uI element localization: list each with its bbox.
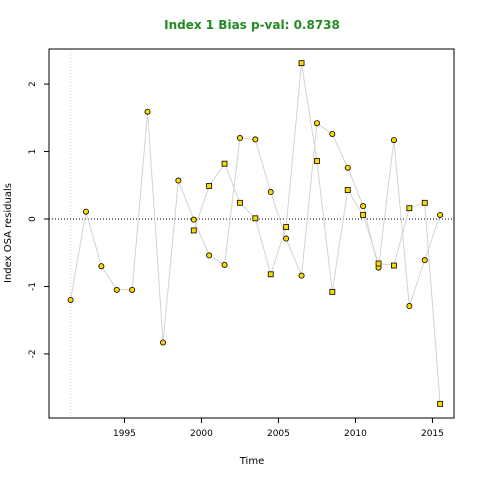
- x-tick-label: 2015: [421, 429, 444, 439]
- data-point-circle: [437, 211, 444, 218]
- data-point-square: [329, 288, 336, 295]
- data-point-square: [344, 187, 351, 193]
- data-point-square: [360, 212, 367, 218]
- x-tick-label: 2010: [344, 429, 367, 439]
- data-point-circle: [67, 296, 74, 303]
- data-point-circle: [159, 339, 166, 346]
- plot-area: [49, 49, 454, 418]
- series-line-2: [193, 63, 441, 404]
- data-point-circle: [329, 130, 336, 137]
- plot-frame: [48, 48, 455, 419]
- data-point-circle: [221, 261, 228, 268]
- x-tick-label: 2005: [267, 429, 290, 439]
- y-tick-label: 1: [28, 149, 38, 155]
- data-point-square: [206, 183, 213, 189]
- data-point-circle: [206, 252, 213, 259]
- x-axis-label: Time: [239, 456, 264, 467]
- data-point-circle: [406, 303, 413, 310]
- data-point-circle: [129, 286, 136, 293]
- data-point-square: [298, 60, 305, 67]
- data-point-circle: [175, 177, 182, 184]
- data-point-circle: [283, 235, 290, 242]
- y-tick-label: 2: [28, 81, 38, 87]
- y-axis-label: Index OSA residuals: [3, 183, 14, 283]
- x-axis: 1995 2000 2005 2010 2015: [113, 418, 444, 439]
- data-point-circle: [390, 137, 397, 144]
- data-point-circle: [344, 164, 351, 171]
- data-point-circle: [298, 272, 305, 279]
- series-line-1: [70, 111, 441, 343]
- data-point-circle: [144, 108, 151, 115]
- data-point-circle: [421, 257, 428, 264]
- data-point-square: [421, 199, 428, 206]
- data-point-circle: [82, 208, 89, 215]
- data-point-circle: [267, 189, 274, 196]
- x-tick-label: 1995: [113, 429, 136, 439]
- data-point-circle: [190, 216, 197, 223]
- data-point-circle: [313, 120, 320, 127]
- data-point-square: [267, 271, 274, 278]
- data-point-circle: [252, 136, 259, 143]
- y-axis: -2 -1 0 1 2: [28, 81, 49, 358]
- data-point-square: [252, 215, 259, 222]
- data-point-circle: [113, 286, 120, 293]
- data-point-square: [237, 199, 243, 206]
- y-tick-label: -2: [28, 349, 38, 358]
- data-point-square: [406, 205, 413, 212]
- y-tick-label: 0: [28, 216, 38, 222]
- data-point-square: [375, 260, 382, 267]
- data-point-square: [391, 262, 397, 269]
- y-tick-label: -1: [28, 282, 38, 291]
- data-point-circle: [236, 135, 243, 142]
- data-point-square: [283, 224, 290, 230]
- data-point-square: [437, 400, 444, 407]
- chart-title: Index 1 Bias p-val: 0.8738: [164, 18, 340, 32]
- data-point-circle: [360, 203, 367, 210]
- data-point-circle: [98, 263, 105, 270]
- data-point-square: [221, 160, 228, 167]
- data-point-square: [190, 227, 197, 234]
- data-point-square: [314, 158, 320, 164]
- x-tick-label: 2000: [190, 429, 213, 439]
